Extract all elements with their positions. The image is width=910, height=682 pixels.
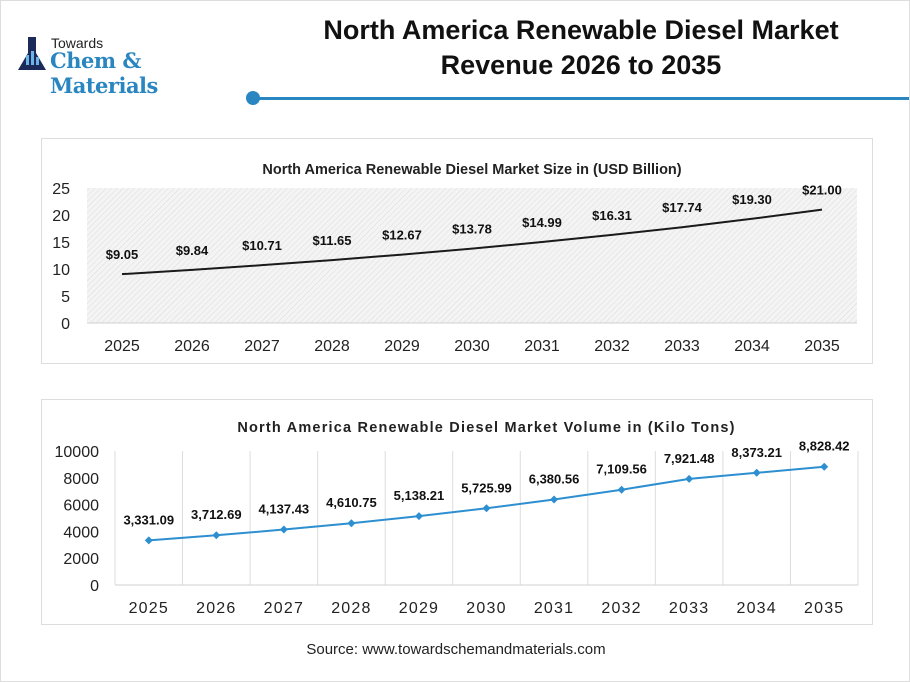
size-chart: North America Renewable Diesel Market Si… [52, 162, 857, 355]
data-label: $9.84 [176, 243, 209, 258]
y-tick-label: 5 [61, 289, 70, 306]
x-tick-label: 2031 [534, 600, 574, 617]
data-label: 4,610.75 [326, 495, 377, 510]
data-point [279, 525, 288, 534]
x-tick-label: 2033 [669, 600, 709, 617]
x-tick-label: 2025 [129, 600, 169, 617]
data-label: $21.00 [802, 183, 842, 198]
data-point [617, 485, 626, 494]
source-text: Source: www.towardschemandmaterials.com [306, 641, 606, 658]
data-label: 5,138.21 [394, 488, 445, 503]
data-point [752, 468, 761, 477]
y-tick-label: 10 [52, 262, 70, 279]
flask-icon [18, 37, 46, 70]
data-point [482, 504, 491, 513]
volume-chart: North America Renewable Diesel Market Vo… [55, 420, 859, 617]
data-label: $19.30 [732, 192, 772, 207]
x-tick-label: 2028 [331, 600, 371, 617]
data-point [347, 519, 356, 528]
data-label: 4,137.43 [259, 502, 310, 517]
logo-brand: Chem & Materials [50, 48, 158, 98]
data-label: $14.99 [522, 215, 562, 230]
data-label: $9.05 [106, 247, 139, 262]
x-tick-label: 2025 [104, 338, 140, 355]
y-tick-label: 0 [90, 578, 99, 595]
data-label: 8,828.42 [799, 439, 850, 454]
x-tick-label: 2032 [594, 338, 630, 355]
x-tick-label: 2034 [736, 600, 776, 617]
y-tick-label: 2000 [63, 551, 99, 568]
data-label: $10.71 [242, 238, 282, 253]
data-label: 3,712.69 [191, 507, 242, 522]
x-tick-label: 2035 [804, 338, 840, 355]
data-point [144, 536, 153, 545]
data-point [685, 474, 694, 483]
data-point [550, 495, 559, 504]
chart-title: North America Renewable Diesel Market Si… [262, 162, 681, 178]
data-label: $16.31 [592, 208, 632, 223]
y-tick-label: 20 [52, 208, 70, 225]
y-tick-label: 25 [52, 181, 70, 198]
data-point [820, 462, 829, 471]
x-tick-label: 2031 [524, 338, 560, 355]
logo-towards: Towards [51, 35, 104, 51]
data-label: 3,331.09 [123, 512, 174, 527]
data-label: $12.67 [382, 228, 422, 243]
y-tick-label: 8000 [63, 471, 99, 488]
y-tick-label: 10000 [55, 444, 100, 461]
y-tick-label: 0 [61, 316, 70, 333]
size-chart-panel: North America Renewable Diesel Market Si… [41, 138, 873, 364]
title-line-2: Revenue 2026 to 2035 [440, 50, 722, 80]
y-tick-label: 6000 [63, 498, 99, 515]
data-point [212, 531, 221, 540]
data-label: 7,109.56 [596, 462, 647, 477]
x-tick-label: 2029 [399, 600, 439, 617]
logo: Towards Chem & Materials [17, 35, 247, 98]
chart-title: North America Renewable Diesel Market Vo… [237, 420, 735, 436]
data-label: $17.74 [662, 200, 703, 215]
data-label: 8,373.21 [731, 445, 782, 460]
page-title: North America Renewable Diesel Market Re… [281, 13, 881, 83]
data-point [414, 512, 423, 521]
plot-area [87, 188, 857, 323]
x-tick-label: 2034 [734, 338, 770, 355]
x-tick-label: 2035 [804, 600, 844, 617]
x-tick-label: 2032 [601, 600, 641, 617]
divider-line [259, 97, 909, 100]
y-tick-label: 15 [52, 235, 70, 252]
x-tick-label: 2029 [384, 338, 420, 355]
x-tick-label: 2027 [244, 338, 280, 355]
x-tick-label: 2033 [664, 338, 700, 355]
y-tick-label: 4000 [63, 524, 99, 541]
data-label: 5,725.99 [461, 480, 512, 495]
x-tick-label: 2030 [466, 600, 506, 617]
series-line [121, 208, 823, 276]
x-tick-label: 2026 [174, 338, 210, 355]
x-tick-label: 2030 [454, 338, 490, 355]
data-label: 7,921.48 [664, 451, 715, 466]
x-tick-label: 2026 [196, 600, 236, 617]
x-tick-label: 2027 [264, 600, 304, 617]
data-label: 6,380.56 [529, 472, 580, 487]
x-tick-label: 2028 [314, 338, 350, 355]
data-label: $11.65 [312, 233, 351, 248]
divider-dot [246, 91, 260, 105]
volume-chart-panel: North America Renewable Diesel Market Vo… [41, 399, 873, 625]
title-line-1: North America Renewable Diesel Market [323, 15, 839, 45]
data-label: $13.78 [452, 222, 492, 237]
